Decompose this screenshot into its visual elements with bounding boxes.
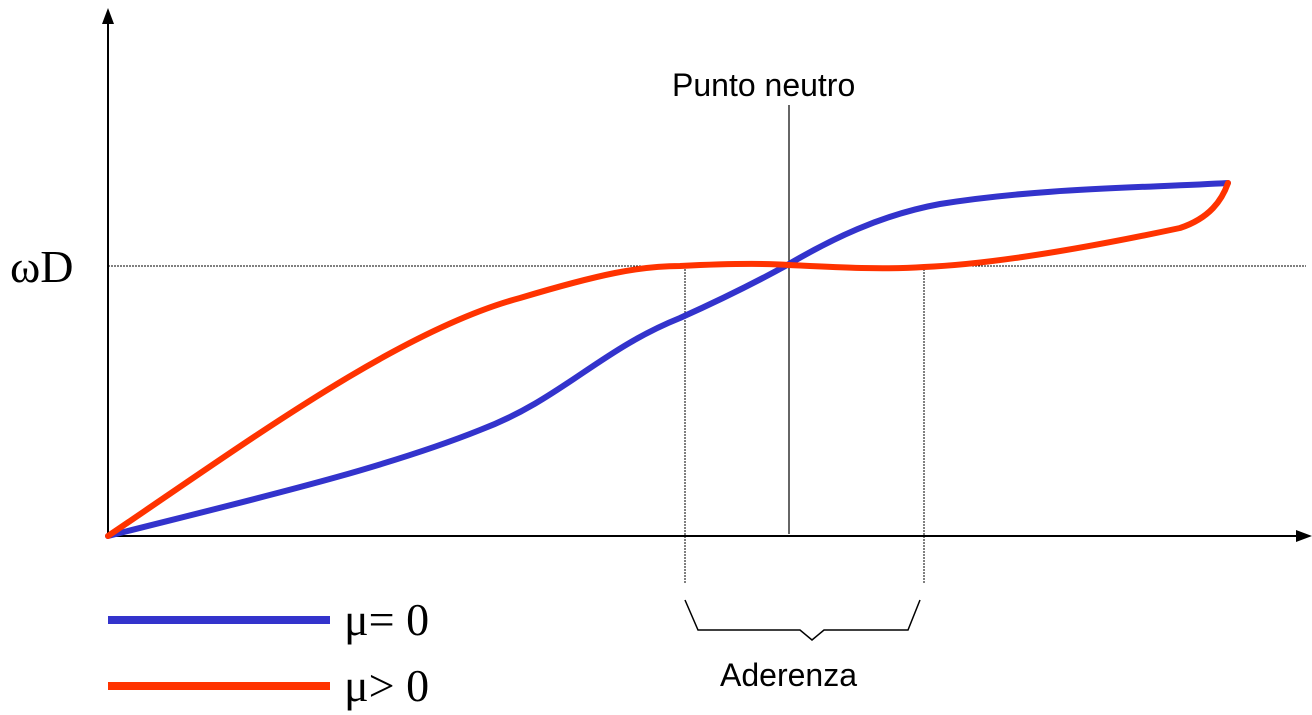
- x-axis-arrowhead: [1296, 530, 1312, 542]
- adhesion-brace: [684, 599, 921, 641]
- axes: [102, 8, 1312, 542]
- y-axis-arrowhead: [102, 8, 114, 24]
- curve-mu-positive: [105, 180, 1231, 539]
- legend: μ= 0 μ> 0: [108, 594, 429, 711]
- adhesion-label: Aderenza: [720, 657, 857, 693]
- neutral-point-label: Punto neutro: [672, 67, 855, 103]
- legend-label-mu-zero: μ= 0: [344, 594, 429, 645]
- reference-lines: [108, 105, 1306, 583]
- omega-d-label: ωD: [10, 241, 74, 292]
- curve-mu-zero: [105, 180, 1231, 539]
- legend-label-mu-positive: μ> 0: [344, 660, 429, 711]
